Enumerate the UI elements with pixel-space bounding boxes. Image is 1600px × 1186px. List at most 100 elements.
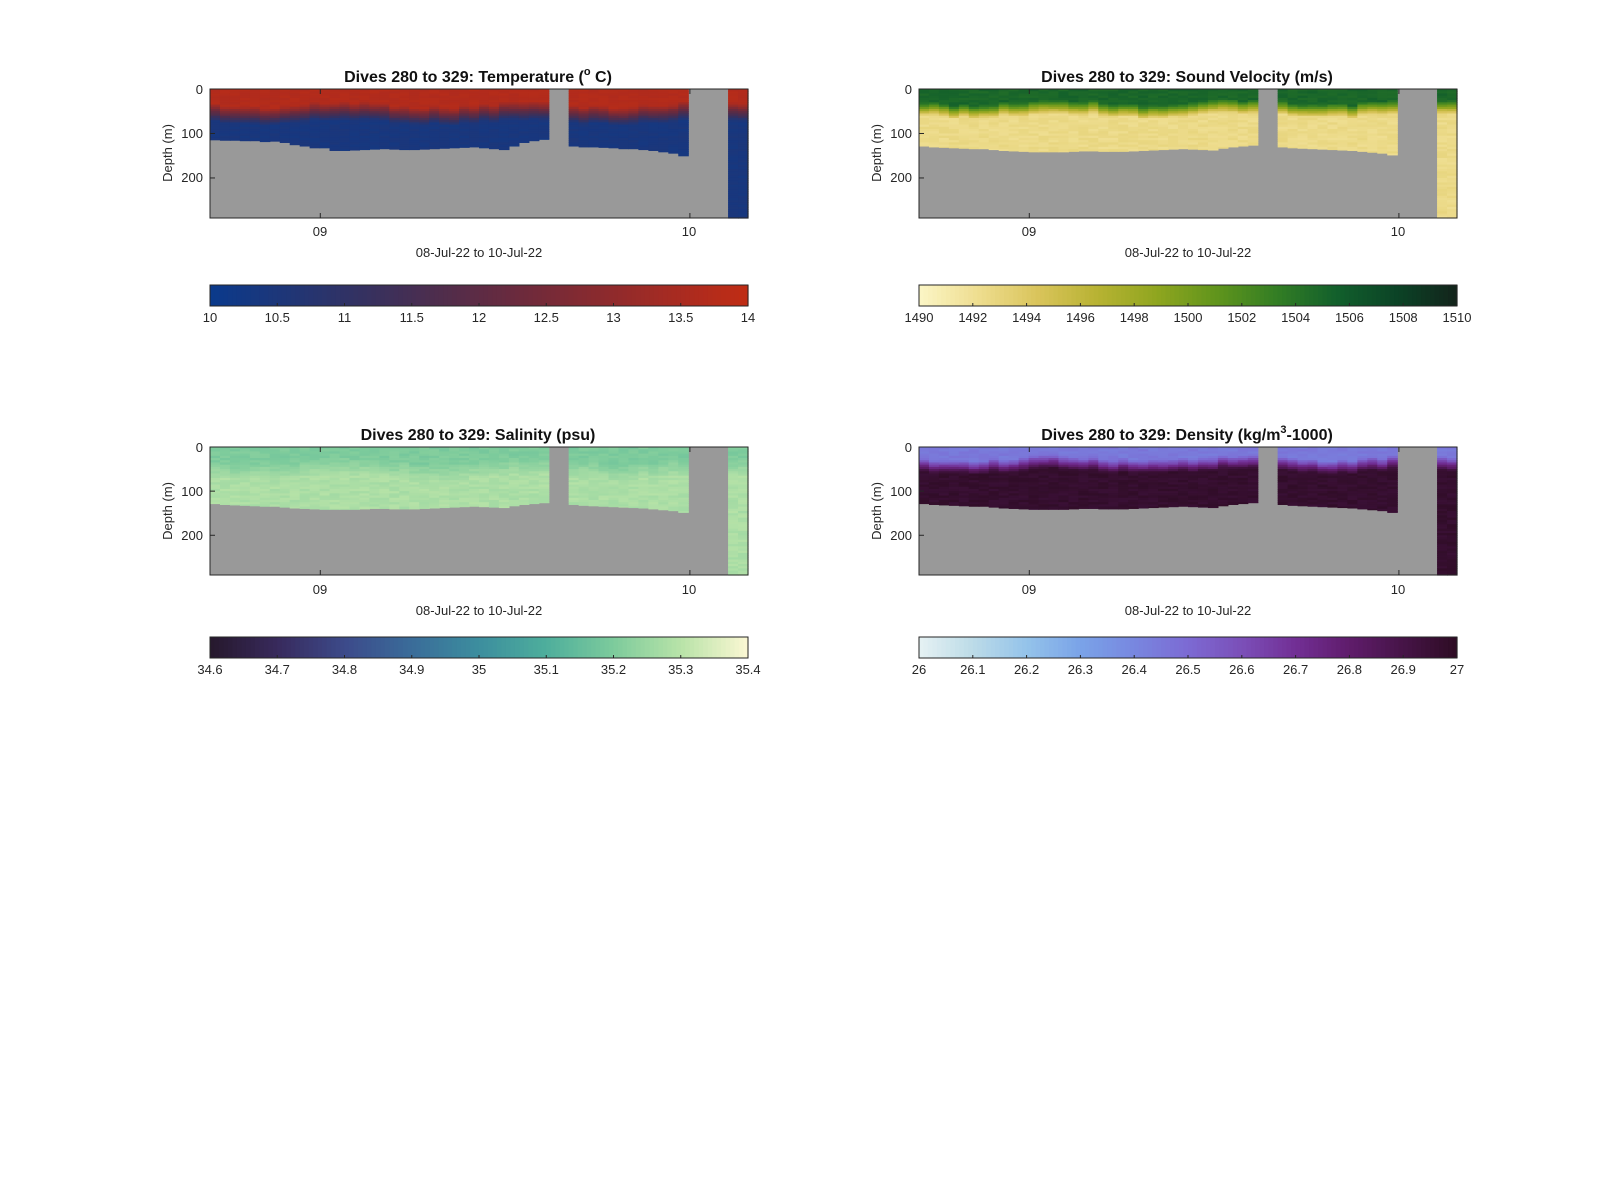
colorbar-segment: [210, 637, 216, 658]
heatmap-cell: [668, 151, 679, 154]
heatmap-cell: [239, 475, 251, 479]
colorbar-segment: [492, 285, 498, 306]
heatmap-cell: [618, 488, 630, 492]
heatmap-cell: [259, 486, 271, 490]
heatmap-cell: [1207, 140, 1219, 143]
heatmap-cell: [1197, 142, 1209, 146]
heatmap-cell: [299, 477, 311, 481]
heatmap-cell: [1018, 451, 1030, 455]
heatmap-cell: [1138, 95, 1149, 99]
heatmap-cell: [419, 133, 430, 137]
heatmap-cell: [608, 89, 620, 92]
heatmap-cell: [1038, 137, 1050, 141]
heatmap-cell: [1377, 100, 1388, 103]
heatmap-cell: [1008, 493, 1020, 497]
heatmap-cell: [658, 140, 669, 143]
heatmap-cell: [578, 471, 590, 475]
colorbar-segment: [617, 637, 624, 658]
heatmap-cell: [919, 140, 930, 143]
heatmap-cell: [459, 497, 470, 501]
heatmap-cell: [578, 140, 590, 143]
heatmap-cell: [1287, 95, 1299, 99]
heatmap-cell: [648, 124, 659, 128]
colorbar-segment: [1102, 285, 1108, 306]
heatmap-cell: [1307, 95, 1319, 99]
heatmap-cell: [1227, 104, 1239, 108]
heatmap-cell: [210, 491, 221, 494]
heatmap-cell: [578, 137, 590, 141]
heatmap-cell: [339, 126, 351, 130]
heatmap-cell: [1307, 104, 1319, 108]
heatmap-cell: [329, 464, 341, 468]
heatmap-cell: [1387, 115, 1398, 119]
heatmap-cell: [648, 109, 659, 112]
heatmap-cell: [479, 495, 490, 499]
heatmap-cell: [1297, 113, 1309, 117]
heatmap-cell: [1277, 122, 1289, 126]
heatmap-cell: [1088, 104, 1099, 108]
heatmap-cell: [738, 117, 749, 121]
heatmap-cell: [678, 482, 689, 486]
heatmap-cell: [409, 102, 420, 106]
heatmap-cell: [339, 453, 351, 457]
heatmap-cell: [928, 471, 940, 475]
heatmap-cell: [518, 477, 530, 481]
heatmap-cell: [1098, 111, 1109, 115]
heatmap-cell: [968, 477, 980, 481]
heatmap-cell: [399, 111, 410, 115]
heatmap-cell: [1247, 104, 1259, 108]
heatmap-cell: [528, 129, 540, 132]
heatmap-cell: [449, 486, 460, 490]
heatmap-cell: [449, 493, 460, 497]
colorbar-segment: [1228, 285, 1234, 306]
y-axis-label: Depth (m): [160, 124, 175, 182]
heatmap-cell: [608, 449, 620, 453]
heatmap-cell: [668, 89, 679, 92]
heatmap-cell: [1148, 131, 1159, 135]
heatmap-cell: [279, 473, 291, 477]
heatmap-cell: [210, 493, 221, 497]
heatmap-cell: [309, 480, 321, 483]
heatmap-cell: [528, 100, 540, 103]
heatmap-cell: [339, 449, 351, 453]
heatmap-cell: [1447, 200, 1458, 204]
heatmap-cell: [1277, 140, 1289, 143]
heatmap-cell: [1227, 93, 1239, 97]
heatmap-cell: [239, 495, 251, 499]
heatmap-cell: [329, 120, 341, 123]
colorbar-segment: [1439, 285, 1445, 306]
heatmap-cell: [568, 133, 580, 137]
heatmap-cell: [958, 102, 970, 106]
heatmap-cell: [568, 464, 580, 468]
heatmap-cell: [369, 131, 380, 135]
heatmap-cell: [1377, 117, 1388, 121]
heatmap-cell: [239, 499, 251, 503]
heatmap-cell: [249, 495, 261, 499]
heatmap-cell: [439, 506, 450, 509]
heatmap-cell: [488, 493, 500, 497]
heatmap-cell: [1078, 109, 1089, 112]
heatmap-cell: [429, 473, 440, 477]
colorbar-tick-label: 13: [606, 310, 620, 325]
heatmap-cell: [1357, 133, 1368, 137]
heatmap-cell: [439, 493, 450, 497]
colorbar-segment: [510, 637, 516, 658]
heatmap-cell: [628, 89, 639, 92]
heatmap-cell: [498, 499, 510, 503]
heatmap-cell: [598, 466, 610, 470]
heatmap-cell: [319, 488, 331, 492]
heatmap-cell: [419, 497, 430, 501]
colorbar-segment: [1376, 285, 1382, 306]
heatmap-cell: [1317, 111, 1329, 115]
heatmap-cell: [1247, 122, 1259, 126]
heatmap-cell: [329, 104, 341, 108]
heatmap-cell: [658, 464, 669, 468]
heatmap-cell: [479, 109, 490, 112]
heatmap-cell: [329, 482, 341, 486]
heatmap-cell: [1367, 140, 1378, 143]
heatmap-cell: [210, 137, 221, 141]
heatmap-cell: [978, 473, 990, 477]
heatmap-cell: [349, 113, 361, 117]
heatmap-cell: [479, 140, 490, 143]
heatmap-cell: [1367, 133, 1378, 137]
